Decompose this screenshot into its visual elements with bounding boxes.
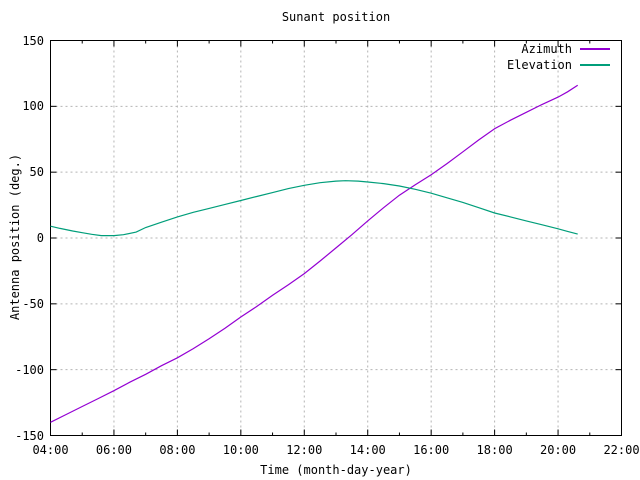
x-tick-label: 06:00 xyxy=(95,443,132,457)
x-axis-label: Time (month-day-year) xyxy=(260,463,412,477)
legend-entry-azimuth: Azimuth xyxy=(507,41,610,57)
x-tick-label: 12:00 xyxy=(286,443,323,457)
x-tick-label: 14:00 xyxy=(349,443,386,457)
y-tick-label: -100 xyxy=(15,362,44,377)
x-tick-label: 16:00 xyxy=(413,443,450,457)
plot-border xyxy=(50,40,622,436)
legend-label-elevation: Elevation xyxy=(506,58,572,72)
y-tick-label: -150 xyxy=(15,428,44,443)
y-tick-label: 0 xyxy=(36,231,44,245)
x-tick-label: 18:00 xyxy=(476,443,513,457)
x-tick-label: 22:00 xyxy=(603,443,640,457)
x-tick-label: 20:00 xyxy=(539,443,577,457)
legend-entry-elevation: Elevation xyxy=(507,57,610,73)
legend-label-azimuth: Azimuth xyxy=(521,42,572,56)
legend-line-sample-elevation xyxy=(580,64,610,66)
x-tick-label: 10:00 xyxy=(222,443,259,457)
y-tick-label: 150 xyxy=(22,33,44,48)
azimuth-curve xyxy=(50,84,579,423)
chart-title: Sunant position xyxy=(281,10,391,24)
x-tick-label: 08:00 xyxy=(159,443,196,457)
elevation-curve xyxy=(50,180,578,237)
x-tick-label: 04:00 xyxy=(32,443,69,457)
y-tick-label: 50 xyxy=(29,165,44,180)
y-tick-label: -50 xyxy=(22,296,44,311)
legend: Azimuth Elevation xyxy=(507,41,610,73)
y-tick-label: 100 xyxy=(22,99,44,114)
legend-line-sample-azimuth xyxy=(580,48,610,50)
